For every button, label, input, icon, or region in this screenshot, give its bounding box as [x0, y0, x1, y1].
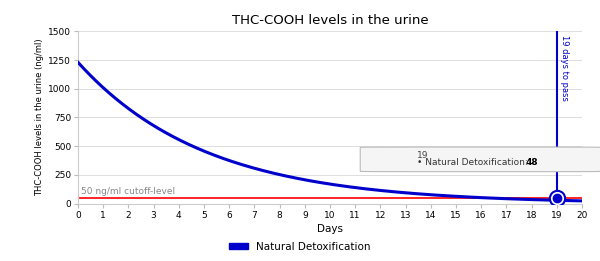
Text: 50 ng/ml cutoff-level: 50 ng/ml cutoff-level: [80, 187, 175, 195]
Text: 19: 19: [417, 151, 428, 160]
X-axis label: Days: Days: [317, 224, 343, 234]
Text: 19 days to pass: 19 days to pass: [560, 35, 569, 101]
Y-axis label: THC-COOH levels in the urine (ng/ml): THC-COOH levels in the urine (ng/ml): [35, 39, 44, 196]
Text: • Natural Detoxification:: • Natural Detoxification:: [417, 158, 530, 167]
Title: THC-COOH levels in the urine: THC-COOH levels in the urine: [232, 14, 428, 27]
FancyBboxPatch shape: [360, 147, 600, 172]
Legend: Natural Detoxification: Natural Detoxification: [225, 238, 375, 256]
Text: 48: 48: [526, 158, 538, 167]
